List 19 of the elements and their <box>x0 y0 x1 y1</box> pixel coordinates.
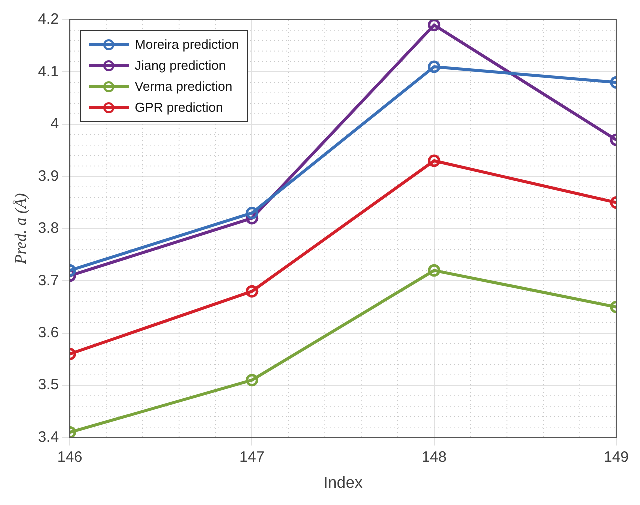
legend-label: Moreira prediction <box>135 37 240 52</box>
y-tick-label: 4.1 <box>38 63 60 80</box>
y-tick-label: 4.2 <box>38 11 60 28</box>
y-axis-title: Pred. a (Å) <box>12 193 30 266</box>
x-tick-label: 146 <box>58 448 83 466</box>
y-tick-label: 3.8 <box>38 220 60 238</box>
y-tick-label: 3.6 <box>38 324 60 342</box>
legend-label: Jiang prediction <box>135 58 226 73</box>
legend-label: Verma prediction <box>135 79 233 94</box>
x-axis-title: Index <box>324 474 363 492</box>
y-tick-label: 4 <box>50 116 60 133</box>
x-tick-label: 148 <box>422 448 447 466</box>
legend-label: GPR prediction <box>135 100 224 115</box>
x-tick-label: 147 <box>240 448 265 466</box>
y-tick-label: 3.5 <box>38 376 60 394</box>
y-tick-label: 3.7 <box>38 272 60 290</box>
y-tick-label: 3.9 <box>38 168 60 185</box>
y-tick-label: 3.4 <box>38 428 60 446</box>
x-tick-label: 149 <box>604 448 629 466</box>
